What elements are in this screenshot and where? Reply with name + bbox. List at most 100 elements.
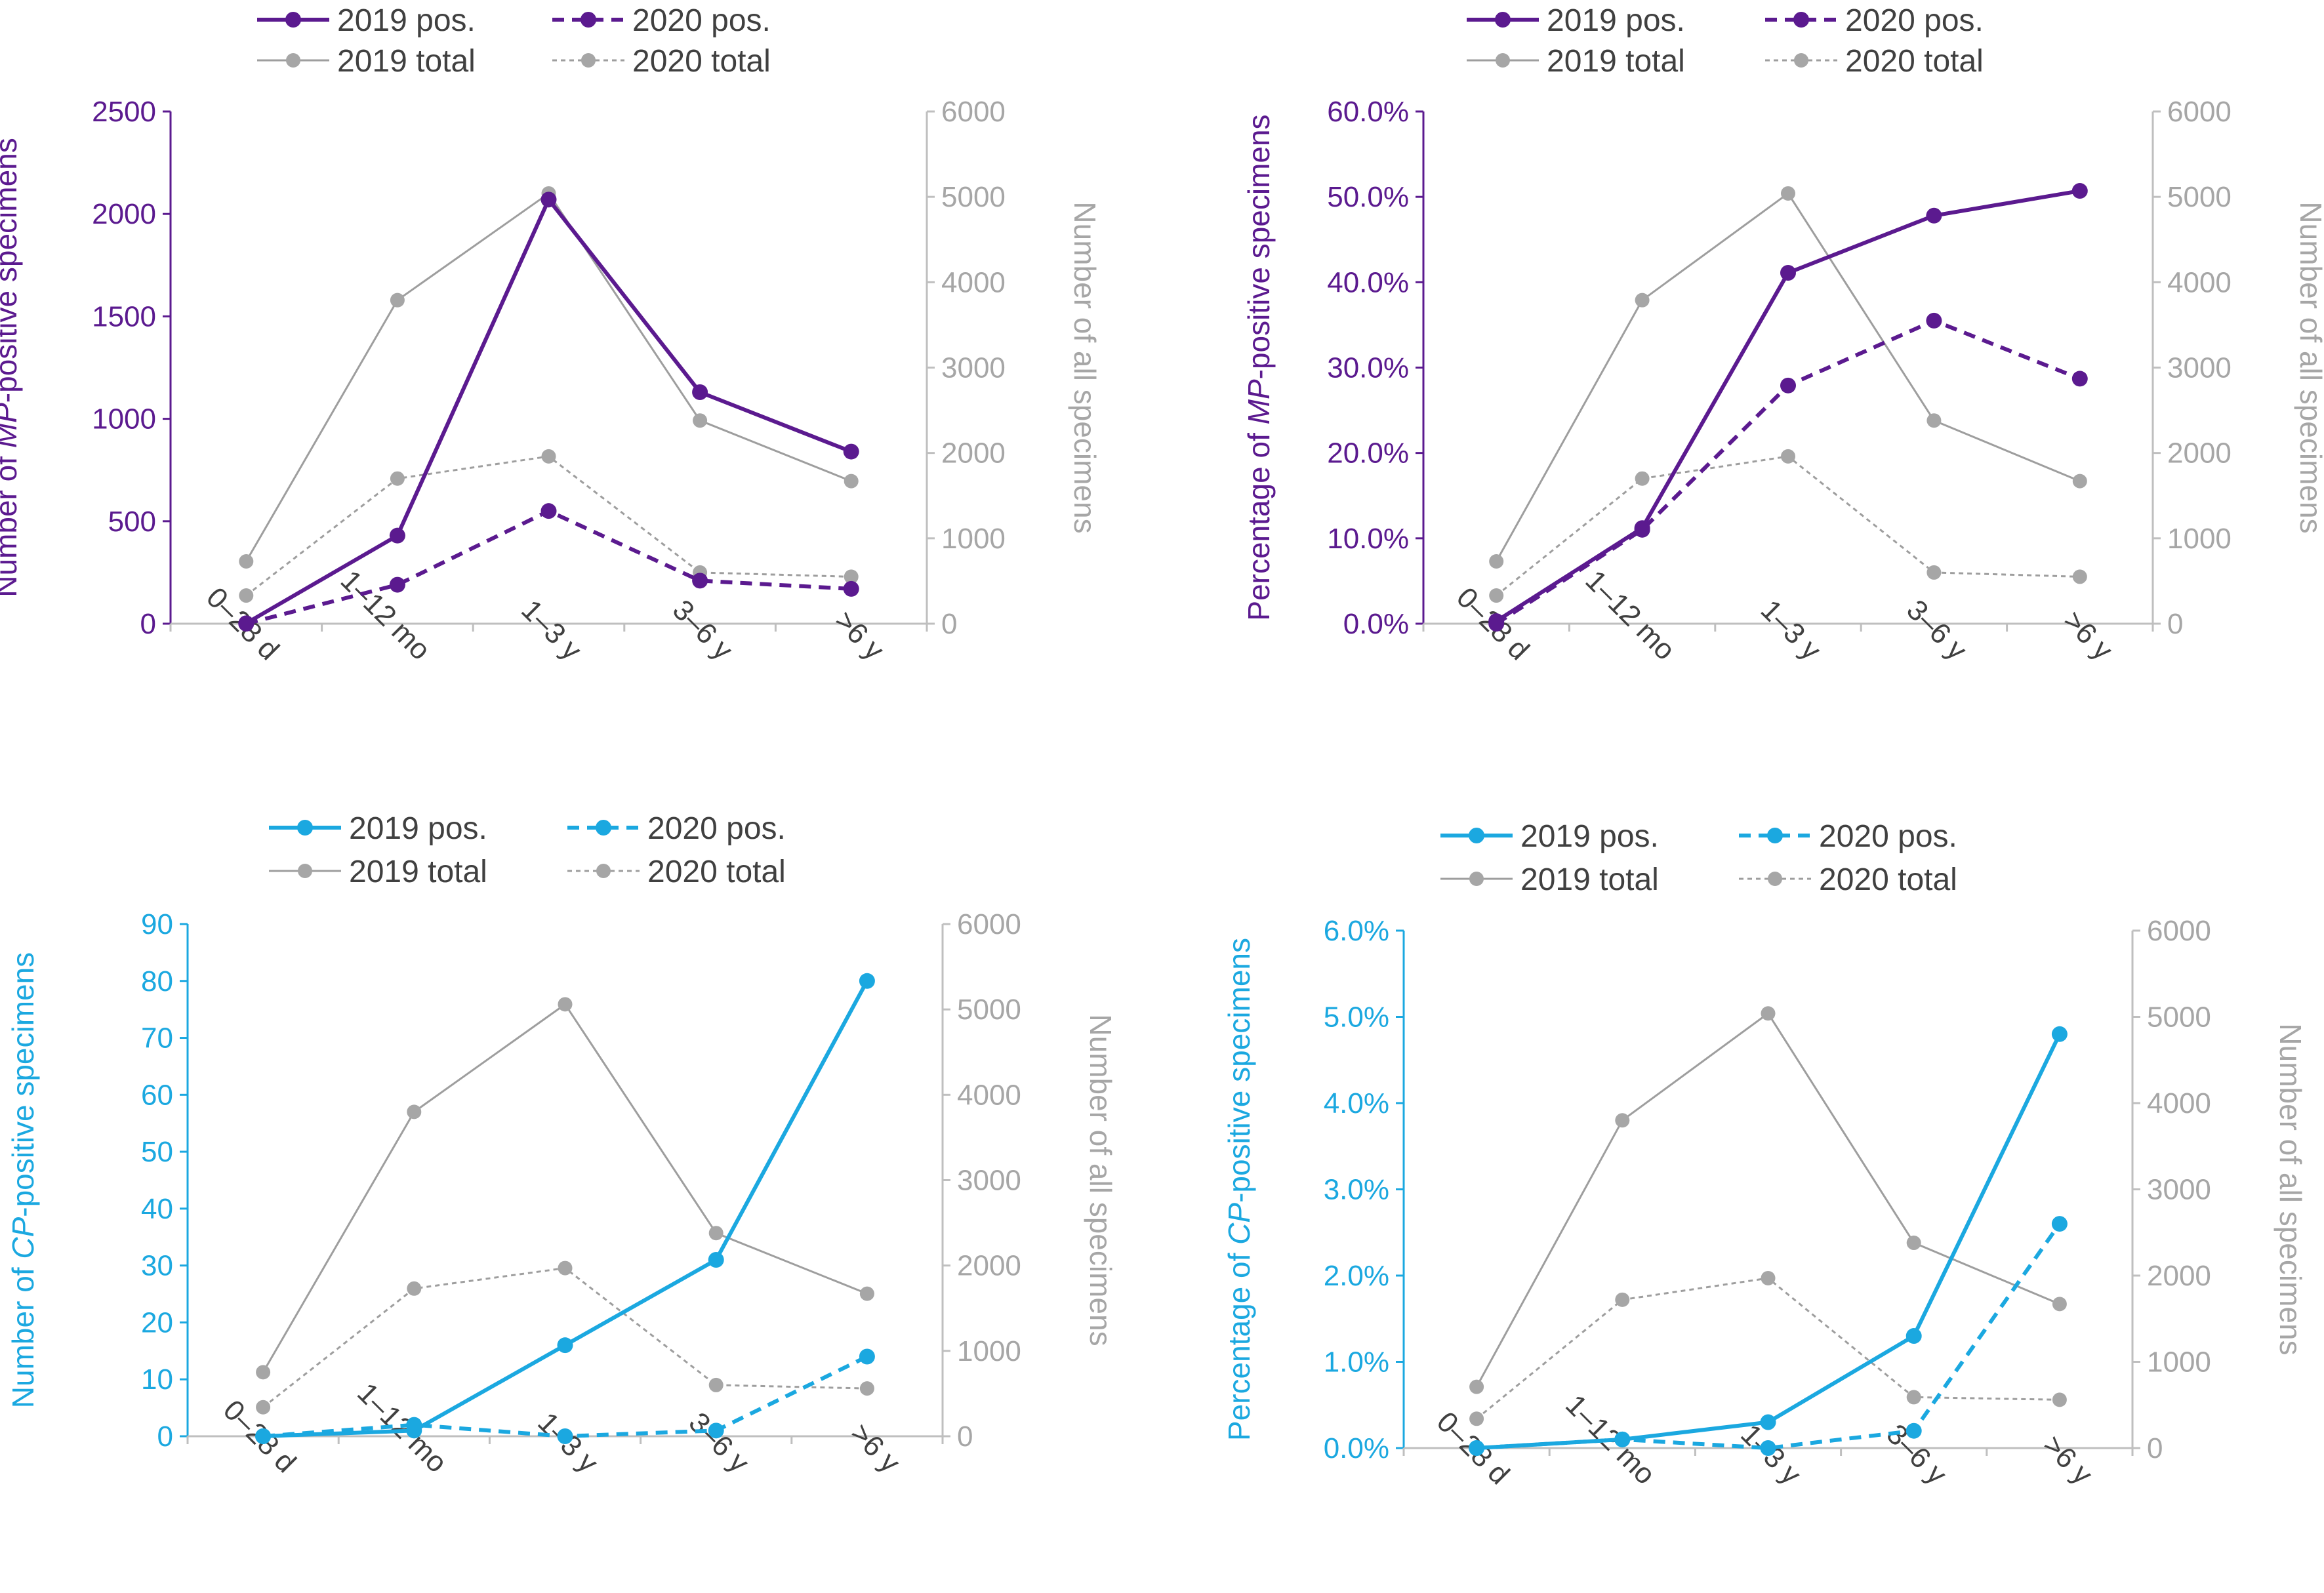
right-tick-label: 5000	[2167, 181, 2232, 213]
x-tick-label: 1–12 mo	[335, 564, 437, 666]
left-tick-label: 1000	[92, 403, 156, 435]
data-point	[1781, 186, 1795, 201]
left-tick-label: 50.0%	[1327, 181, 1409, 213]
x-tick-label: 1–3 y	[1755, 594, 1827, 666]
left-tick-label: 10	[141, 1363, 173, 1396]
left-tick-label: 50	[141, 1136, 173, 1168]
data-point	[256, 1365, 271, 1380]
legend-marker	[1767, 828, 1783, 843]
data-point	[708, 1251, 724, 1268]
legend-label: 2020 total	[1819, 862, 1957, 897]
legend-label: 2020 pos.	[1845, 3, 1984, 38]
data-point	[557, 1428, 573, 1444]
data-point	[859, 1286, 874, 1301]
left-tick-label: 0	[140, 608, 156, 640]
data-point	[859, 973, 875, 989]
left-tick-label: 500	[108, 506, 156, 538]
x-tick-label: 3–6 y	[1900, 594, 1973, 666]
data-point	[557, 1337, 573, 1354]
right-tick-label: 5000	[2147, 1001, 2211, 1034]
data-point	[390, 292, 405, 308]
legend-marker	[1794, 53, 1808, 68]
right-tick-label: 2000	[2167, 437, 2232, 470]
data-point	[1489, 588, 1504, 603]
data-point	[541, 449, 556, 464]
data-point	[1760, 1414, 1776, 1430]
data-point	[1488, 616, 1505, 632]
right-tick-label: 4000	[941, 266, 1006, 298]
data-point	[859, 1348, 875, 1365]
right-tick-label: 1000	[2147, 1346, 2211, 1379]
series-line-2019-total	[1495, 192, 2081, 562]
left-tick-label: 40	[141, 1193, 173, 1225]
left-tick-label: 40.0%	[1327, 266, 1409, 298]
legend-marker	[298, 864, 312, 878]
right-tick-label: 1000	[957, 1335, 1021, 1367]
data-point	[1926, 312, 1942, 329]
left-tick-label: 3.0%	[1324, 1174, 1389, 1206]
legend-marker	[1496, 53, 1510, 68]
data-point	[1469, 1411, 1484, 1426]
right-tick-label: 6000	[2167, 96, 2232, 128]
data-point	[389, 576, 405, 593]
series-line-2020-total	[245, 455, 851, 597]
data-point	[390, 471, 405, 486]
series-line-2019-total	[1475, 1012, 2060, 1388]
data-point	[1926, 207, 1942, 224]
left-tick-label: 90	[141, 908, 173, 940]
data-point	[843, 580, 859, 597]
x-tick-label: 3–6 y	[683, 1406, 756, 1479]
data-point	[1780, 377, 1796, 393]
series-line-2019-pos-	[262, 980, 869, 1438]
right-tick-label: 1000	[941, 523, 1006, 555]
legend-marker	[596, 864, 611, 878]
data-point	[558, 1260, 573, 1276]
series-line-2020-pos-	[1495, 318, 2081, 626]
data-point	[859, 1381, 874, 1396]
data-point	[1906, 1328, 1922, 1344]
data-point	[407, 1281, 422, 1296]
data-point	[1906, 1422, 1922, 1439]
left-tick-label: 10.0%	[1327, 523, 1409, 555]
legend-marker	[1469, 872, 1484, 886]
data-point	[1469, 1379, 1484, 1394]
x-tick-label: >6 y	[828, 605, 890, 666]
data-point	[1634, 521, 1650, 538]
legend-marker	[285, 12, 301, 28]
left-axis-title: Number of MP-positive specimens	[0, 138, 23, 597]
series-line-2019-pos-	[1476, 1033, 2062, 1450]
x-tick-label: >6 y	[2057, 605, 2119, 666]
legend-marker	[1793, 12, 1809, 28]
left-tick-label: 20.0%	[1327, 437, 1409, 470]
data-point	[407, 1104, 422, 1119]
x-tick-label: 1–12 mo	[1579, 564, 1681, 666]
legend-marker	[581, 12, 596, 28]
data-point	[2051, 1216, 2068, 1232]
legend-marker	[1495, 12, 1511, 28]
left-tick-label: 5.0%	[1324, 1001, 1389, 1034]
legend-marker	[286, 53, 300, 68]
right-axis-title: Number of all specimens	[1068, 201, 1102, 533]
data-point	[1781, 449, 1795, 464]
right-axis-title: Number of all specimens	[1084, 1014, 1118, 1346]
legend-label: 2020 pos.	[1819, 819, 1957, 854]
data-point	[2071, 371, 2088, 387]
data-point	[708, 1422, 724, 1439]
series-line-2019-pos-	[245, 197, 852, 625]
legend-label: 2020 total	[1845, 44, 1984, 79]
legend-label: 2019 total	[1520, 862, 1659, 897]
legend-label: 2019 pos.	[1520, 819, 1659, 854]
left-tick-label: 60	[141, 1079, 173, 1111]
data-point	[2072, 569, 2087, 584]
data-point	[239, 554, 254, 569]
legend-label: 2019 total	[1547, 44, 1685, 79]
left-tick-label: 0	[157, 1421, 173, 1453]
right-tick-label: 3000	[2167, 352, 2232, 384]
legend-label: 2019 total	[349, 855, 487, 889]
legend-marker	[1469, 828, 1484, 843]
right-axis-title: Number of all specimens	[2294, 201, 2324, 533]
data-point	[692, 573, 708, 589]
data-point	[540, 192, 557, 208]
data-point	[843, 443, 859, 460]
left-axis-title: Percentage of CP-positive specimens	[1222, 938, 1256, 1441]
